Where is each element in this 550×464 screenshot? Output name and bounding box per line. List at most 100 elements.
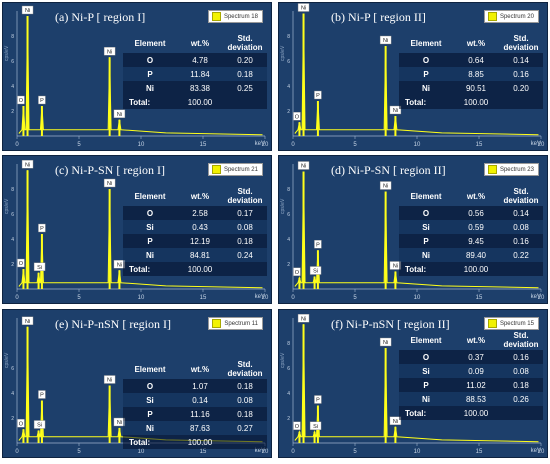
y-axis-label: cps/eV	[280, 198, 286, 214]
element-cell: P	[123, 234, 177, 248]
wt-cell: 89.40	[453, 248, 499, 262]
spectrum-swatch	[212, 319, 222, 328]
spectrum-label: Spectrum 11	[224, 320, 258, 327]
element-cell: O	[399, 206, 453, 220]
std-cell: 0.25	[223, 81, 267, 95]
total-label: Total:	[399, 262, 453, 276]
x-tick-label: 15	[476, 295, 483, 301]
y-tick-label: 4	[11, 237, 14, 243]
peak-label-box	[389, 416, 402, 425]
x-tick-label: 10	[138, 449, 145, 455]
total-label: Total:	[399, 406, 453, 420]
spectrum-legend: Spectrum 21	[207, 163, 263, 176]
x-tick-label: 0	[15, 142, 19, 148]
peak-label: Ni	[301, 316, 306, 322]
eds-panel-f: 0 5 10 15 20 2 4 6 8 Ni O Si P Ni Ni (f) Ni-P-nSN [ reg…	[278, 309, 548, 458]
total-label: Total:	[123, 95, 177, 109]
total-empty	[499, 95, 543, 109]
panel-title: (f) Ni-P-nSN [ region II]	[331, 317, 450, 331]
element-cell: O	[123, 206, 177, 220]
wt-cell: 9.45	[453, 234, 499, 248]
spectrum-peak	[40, 234, 43, 289]
spectrum-peak	[108, 57, 111, 136]
std-cell: 0.20	[223, 53, 267, 67]
spectrum-peak	[37, 430, 40, 443]
peak-label: O	[295, 270, 300, 276]
table-total-row: Total: 100.00	[123, 435, 267, 449]
table-header: wt.%	[190, 191, 210, 201]
peak-label: Ni	[25, 8, 30, 14]
std-cell: 0.17	[223, 206, 267, 220]
peak-label-box	[17, 419, 25, 428]
y-tick-label: 8	[287, 341, 290, 347]
wt-cell: 87.63	[177, 421, 223, 435]
table-row: P 9.45 0.16	[399, 234, 543, 248]
panel-title: (c) Ni-P-SN [ region I]	[55, 163, 165, 177]
table-header: Std. deviation	[227, 34, 263, 52]
peak-label-box	[297, 314, 310, 323]
table-row: O 2.58 0.17	[123, 206, 267, 220]
std-cell: 0.08	[499, 364, 543, 378]
element-cell: P	[123, 67, 177, 81]
spectrum-swatch	[487, 165, 497, 174]
element-cell: O	[399, 53, 453, 67]
wt-cell: 8.85	[453, 67, 499, 81]
wt-cell: 88.53	[453, 392, 499, 406]
peak-label-box	[379, 181, 392, 190]
peak-label-box	[38, 95, 46, 105]
x-tick-label: 15	[476, 142, 483, 148]
spectrum-peak	[26, 170, 29, 289]
peak-label: P	[316, 93, 320, 99]
table-header: wt.%	[466, 191, 486, 201]
peak-label-box	[297, 161, 310, 170]
peak-label-box	[293, 421, 301, 430]
std-cell: 0.20	[499, 81, 543, 95]
y-tick-label: 6	[11, 366, 14, 372]
spectrum-legend: Spectrum 23	[483, 163, 539, 176]
element-cell: P	[399, 234, 453, 248]
spectrum-peak	[22, 106, 25, 136]
composition-table: Element wt.% Std. deviation O 1.07 0.18 Si 0.14…	[123, 359, 267, 449]
peak-label: Ni	[393, 108, 398, 114]
y-tick-label: 6	[11, 212, 14, 218]
y-tick-label: 6	[287, 59, 290, 65]
x-tick-label: 20	[262, 142, 269, 148]
spectrum-swatch	[211, 12, 221, 21]
spectrum-peak	[40, 106, 43, 136]
table-header: Element	[410, 191, 442, 201]
peak-label-box	[314, 395, 322, 404]
peak-label: Ni	[117, 420, 122, 426]
total-value: 100.00	[453, 406, 499, 420]
std-cell: 0.08	[499, 220, 543, 234]
element-cell: Si	[399, 220, 453, 234]
peak-label-box	[379, 337, 392, 347]
peak-label: O	[295, 114, 300, 120]
std-cell: 0.16	[499, 234, 543, 248]
table-row: Si 0.09 0.08	[399, 364, 543, 378]
peak-label-box	[21, 316, 34, 325]
table-row: P 11.16 0.18	[123, 407, 267, 421]
element-cell: O	[123, 379, 177, 393]
peak-label: Ni	[301, 6, 306, 12]
table-row: P 11.02 0.18	[399, 378, 543, 392]
wt-cell: 90.51	[453, 81, 499, 95]
std-cell: 0.14	[499, 53, 543, 67]
std-cell: 0.18	[223, 379, 267, 393]
wt-cell: 11.16	[177, 407, 223, 421]
spectrum-peak	[118, 428, 121, 443]
x-tick-label: 0	[291, 295, 295, 301]
table-row: P 12.19 0.18	[123, 234, 267, 248]
peak-label: Ni	[25, 162, 30, 168]
spectrum-peak	[384, 46, 387, 136]
peak-label-box	[33, 420, 46, 429]
element-cell: O	[399, 350, 453, 364]
panel-title: (b) Ni-P [ region II]	[331, 10, 426, 24]
element-cell: P	[123, 407, 177, 421]
peak-label-box	[293, 112, 301, 121]
total-empty	[223, 435, 267, 449]
table-total-row: Total: 100.00	[123, 262, 267, 276]
x-tick-label: 10	[414, 142, 421, 148]
x-tick-label: 15	[476, 449, 483, 455]
